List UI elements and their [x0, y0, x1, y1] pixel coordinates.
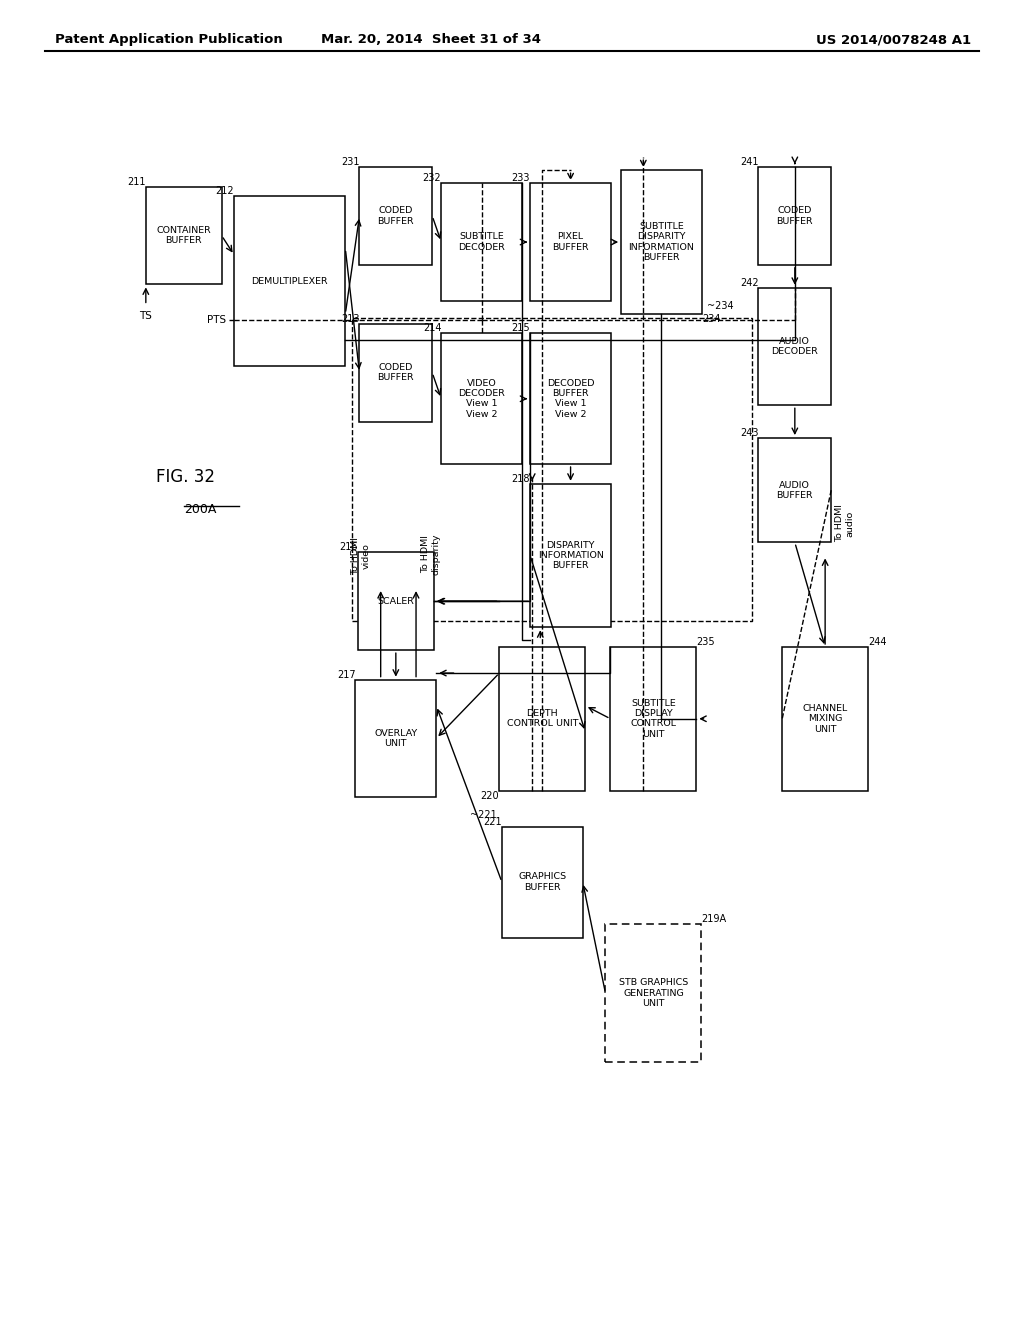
Text: STB GRAPHICS
GENERATING
UNIT: STB GRAPHICS GENERATING UNIT	[618, 978, 688, 1008]
Text: AUDIO
BUFFER: AUDIO BUFFER	[776, 480, 813, 500]
FancyBboxPatch shape	[605, 924, 701, 1061]
Text: 243: 243	[740, 428, 759, 438]
Text: 214: 214	[423, 323, 441, 334]
Text: SCALER: SCALER	[378, 597, 415, 606]
Text: 234: 234	[701, 314, 721, 323]
Text: CHANNEL
MIXING
UNIT: CHANNEL MIXING UNIT	[803, 704, 848, 734]
FancyBboxPatch shape	[359, 166, 432, 265]
FancyBboxPatch shape	[759, 288, 831, 405]
Text: SUBTITLE
DISPLAY
CONTROL
UNIT: SUBTITLE DISPLAY CONTROL UNIT	[631, 698, 677, 739]
Text: Mar. 20, 2014  Sheet 31 of 34: Mar. 20, 2014 Sheet 31 of 34	[322, 33, 542, 46]
FancyBboxPatch shape	[610, 647, 696, 791]
Text: 211: 211	[127, 177, 145, 186]
Text: 215: 215	[512, 323, 530, 334]
Text: 213: 213	[341, 314, 359, 323]
Text: 217: 217	[337, 669, 355, 680]
Text: 232: 232	[423, 173, 441, 183]
Text: 219A: 219A	[701, 915, 726, 924]
Text: 218: 218	[512, 474, 530, 483]
Text: 200A: 200A	[183, 503, 216, 516]
Text: 212: 212	[216, 186, 234, 197]
Text: 241: 241	[740, 157, 759, 166]
Text: ~234: ~234	[707, 301, 733, 310]
FancyBboxPatch shape	[500, 647, 586, 791]
Text: 244: 244	[868, 638, 887, 647]
FancyBboxPatch shape	[355, 680, 436, 797]
Text: CODED
BUFFER: CODED BUFFER	[378, 363, 414, 383]
Text: 233: 233	[512, 173, 530, 183]
FancyBboxPatch shape	[530, 483, 611, 627]
FancyBboxPatch shape	[358, 552, 434, 651]
Text: FIG. 32: FIG. 32	[157, 469, 215, 486]
FancyBboxPatch shape	[530, 334, 611, 465]
Text: SUBTITLE
DECODER: SUBTITLE DECODER	[459, 232, 505, 252]
Text: US 2014/0078248 A1: US 2014/0078248 A1	[816, 33, 972, 46]
Text: PTS: PTS	[207, 315, 226, 326]
FancyBboxPatch shape	[234, 197, 345, 366]
Text: GRAPHICS
BUFFER: GRAPHICS BUFFER	[518, 873, 566, 892]
FancyBboxPatch shape	[622, 170, 701, 314]
Text: CONTAINER
BUFFER: CONTAINER BUFFER	[157, 226, 211, 246]
Text: OVERLAY
UNIT: OVERLAY UNIT	[374, 729, 418, 748]
Text: VIDEO
DECODER
View 1
View 2: VIDEO DECODER View 1 View 2	[459, 379, 505, 418]
FancyBboxPatch shape	[782, 647, 868, 791]
FancyBboxPatch shape	[759, 166, 831, 265]
FancyBboxPatch shape	[441, 183, 522, 301]
FancyBboxPatch shape	[530, 183, 611, 301]
Text: DEPTH
CONTROL UNIT: DEPTH CONTROL UNIT	[507, 709, 579, 729]
Text: 221: 221	[483, 817, 502, 826]
Text: DEMULTIPLEXER: DEMULTIPLEXER	[252, 277, 328, 285]
Bar	[352, 318, 753, 620]
Text: DECODED
BUFFER
View 1
View 2: DECODED BUFFER View 1 View 2	[547, 379, 594, 418]
Text: CODED
BUFFER: CODED BUFFER	[378, 206, 414, 226]
Text: To HDMI
audio: To HDMI audio	[836, 504, 855, 543]
FancyBboxPatch shape	[359, 323, 432, 421]
Text: AUDIO
DECODER: AUDIO DECODER	[771, 337, 818, 356]
FancyBboxPatch shape	[145, 186, 221, 285]
Text: SUBTITLE
DISPARITY
INFORMATION
BUFFER: SUBTITLE DISPARITY INFORMATION BUFFER	[629, 222, 694, 263]
Text: Patent Application Publication: Patent Application Publication	[55, 33, 284, 46]
Text: DISPARITY
INFORMATION
BUFFER: DISPARITY INFORMATION BUFFER	[538, 541, 603, 570]
FancyBboxPatch shape	[441, 334, 522, 465]
Text: 231: 231	[341, 157, 359, 166]
FancyBboxPatch shape	[502, 826, 583, 937]
Text: To HDMI
video: To HDMI video	[351, 537, 371, 576]
Text: 235: 235	[696, 638, 715, 647]
Text: 216: 216	[340, 543, 358, 552]
Text: TS: TS	[139, 310, 153, 321]
Text: ~221: ~221	[470, 810, 497, 820]
Text: CODED
BUFFER: CODED BUFFER	[776, 206, 813, 226]
Text: 242: 242	[740, 277, 759, 288]
Text: PIXEL
BUFFER: PIXEL BUFFER	[552, 232, 589, 252]
Text: To HDMI
disparity: To HDMI disparity	[421, 533, 440, 576]
Text: 220: 220	[480, 791, 500, 801]
FancyBboxPatch shape	[759, 438, 831, 543]
